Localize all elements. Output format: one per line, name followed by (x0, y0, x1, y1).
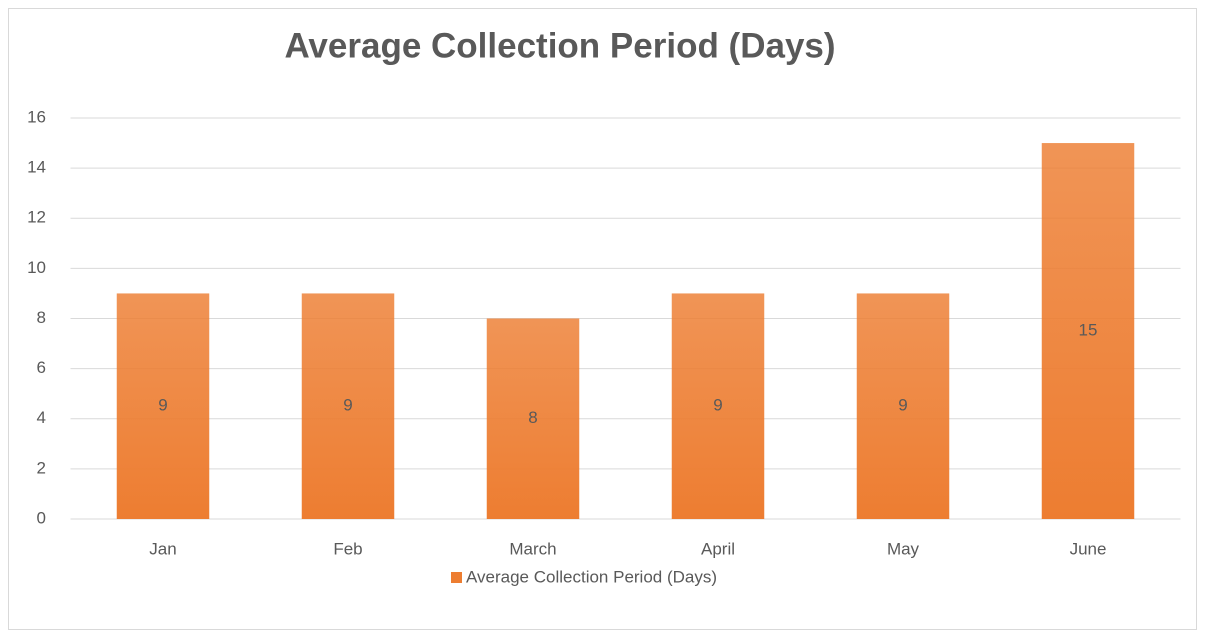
data-label: 9 (713, 396, 722, 415)
y-tick-label: 0 (37, 508, 46, 527)
x-tick-label: March (509, 539, 556, 558)
y-tick-label: 8 (37, 308, 46, 327)
x-tick-label: Jan (149, 539, 176, 558)
data-label: 9 (158, 396, 167, 415)
y-tick-label: 12 (27, 208, 46, 227)
y-tick-label: 14 (27, 158, 46, 177)
data-label: 9 (898, 396, 907, 415)
data-label: 9 (343, 396, 352, 415)
y-tick-label: 2 (37, 458, 46, 477)
bar (1041, 143, 1135, 519)
x-tick-label: April (701, 539, 735, 558)
y-tick-label: 4 (37, 408, 46, 427)
data-label: 8 (528, 408, 537, 427)
x-tick-label: June (1070, 539, 1107, 558)
bar (856, 293, 950, 519)
chart-title: Average Collection Period (Days) (284, 26, 835, 65)
y-tick-label: 10 (27, 258, 46, 277)
bar (671, 293, 765, 519)
x-tick-label: Feb (333, 539, 362, 558)
legend-label: Average Collection Period (Days) (466, 567, 717, 586)
bar (116, 293, 210, 519)
x-tick-label: May (887, 539, 920, 558)
legend-swatch (451, 572, 462, 583)
data-label: 15 (1079, 321, 1098, 340)
bar (486, 318, 580, 519)
bar (301, 293, 395, 519)
y-tick-label: 6 (37, 358, 46, 377)
y-tick-label: 16 (27, 107, 46, 126)
